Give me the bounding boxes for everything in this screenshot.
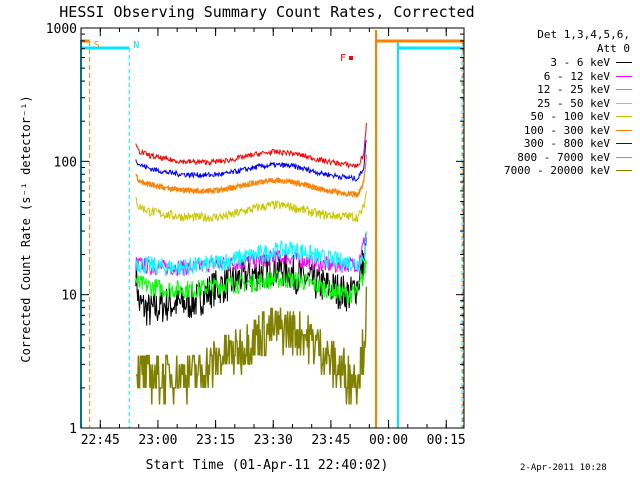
- legend-swatch: [616, 170, 632, 172]
- y-tick-label: 100: [54, 155, 77, 170]
- legend: Det 1,3,4,5,6, Att 0 3 - 6 keV 6 - 12 keV…: [486, 28, 636, 178]
- legend-label: 7000 - 20000 keV: [504, 164, 610, 178]
- legend-entry: 25 - 50 keV: [486, 97, 636, 111]
- legend-label: 3 - 6 keV: [550, 56, 610, 70]
- x-tick-label: 23:45: [311, 433, 350, 448]
- y-tick-label: 1: [69, 422, 77, 437]
- series-lines: [135, 122, 368, 405]
- legend-swatch: [616, 129, 632, 131]
- x-tick-label: 00:00: [369, 433, 408, 448]
- x-tick-label: 22:45: [81, 433, 120, 448]
- legend-entry: 7000 - 20000 keV: [486, 164, 636, 178]
- y-axis-label: Corrected Count Rate (s⁻¹ detector⁻¹): [19, 95, 33, 362]
- series-line-300-800-kev: [135, 139, 367, 182]
- flag-f: F: [340, 53, 346, 64]
- x-axis-label: Start Time (01-Apr-11 22:40:02): [146, 458, 389, 473]
- legend-swatch: [616, 75, 632, 77]
- series-line-7000-20000-kev: [135, 286, 368, 405]
- x-tick-label: 23:15: [196, 433, 235, 448]
- y-tick-label: 1000: [46, 22, 77, 37]
- legend-header-line-2: Att 0: [596, 42, 630, 55]
- series-line-12-25-kev: [135, 259, 367, 304]
- legend-label: 300 - 800 keV: [523, 137, 610, 151]
- legend-entry: 300 - 800 keV: [486, 137, 636, 151]
- legend-entry: 800 - 7000 keV: [486, 151, 636, 165]
- legend-swatch: [616, 89, 632, 91]
- legend-entry: 3 - 6 keV: [486, 56, 636, 70]
- x-tick-label: 00:15: [427, 433, 466, 448]
- x-tick-label: 23:00: [138, 433, 177, 448]
- legend-label: 6 - 12 keV: [543, 69, 610, 83]
- saa-intervals: [81, 30, 464, 428]
- generated-timestamp: 2-Apr-2011 10:28: [520, 463, 607, 473]
- legend-entry: 6 - 12 keV: [486, 70, 636, 84]
- legend-header-line-1: Det 1,3,4,5,6,: [537, 28, 630, 41]
- legend-label: 50 - 100 keV: [530, 110, 610, 124]
- legend-entry: 100 - 300 keV: [486, 124, 636, 138]
- legend-label: 12 - 25 keV: [537, 83, 610, 97]
- y-tick-label: 10: [61, 289, 77, 304]
- chart-title: HESSI Observing Summary Count Rates, Cor…: [59, 3, 474, 21]
- series-line-25-50-kev: [135, 231, 367, 277]
- legend-swatch: [616, 143, 632, 145]
- flag-s: S: [94, 40, 100, 51]
- flag-f-marker: [349, 56, 353, 60]
- flag-markers: S N F: [94, 40, 353, 64]
- series-line-50-100-kev: [135, 190, 367, 223]
- legend-swatch: [616, 156, 632, 158]
- series-line-800-7000-kev: [135, 155, 367, 199]
- legend-swatch: [616, 102, 632, 104]
- legend-label: 25 - 50 keV: [537, 96, 610, 110]
- series-line-upper-red: [135, 122, 367, 169]
- plot-frame: [80, 27, 465, 429]
- legend-label: 800 - 7000 keV: [517, 150, 610, 164]
- legend-entry: 50 - 100 keV: [486, 110, 636, 124]
- flag-n: N: [133, 40, 139, 51]
- legend-label: 100 - 300 keV: [523, 123, 610, 137]
- legend-swatch: [616, 116, 632, 118]
- legend-rows: 3 - 6 keV 6 - 12 keV 12 - 25 keV 25 - 50 ke…: [486, 56, 636, 178]
- plot-axes: 22:45 23:00 23:15 23:30 23:45 00:00 00:15 1 10 10…: [46, 22, 466, 448]
- x-tick-label: 23:30: [254, 433, 293, 448]
- legend-entry: 12 - 25 keV: [486, 83, 636, 97]
- legend-swatch: [616, 62, 632, 64]
